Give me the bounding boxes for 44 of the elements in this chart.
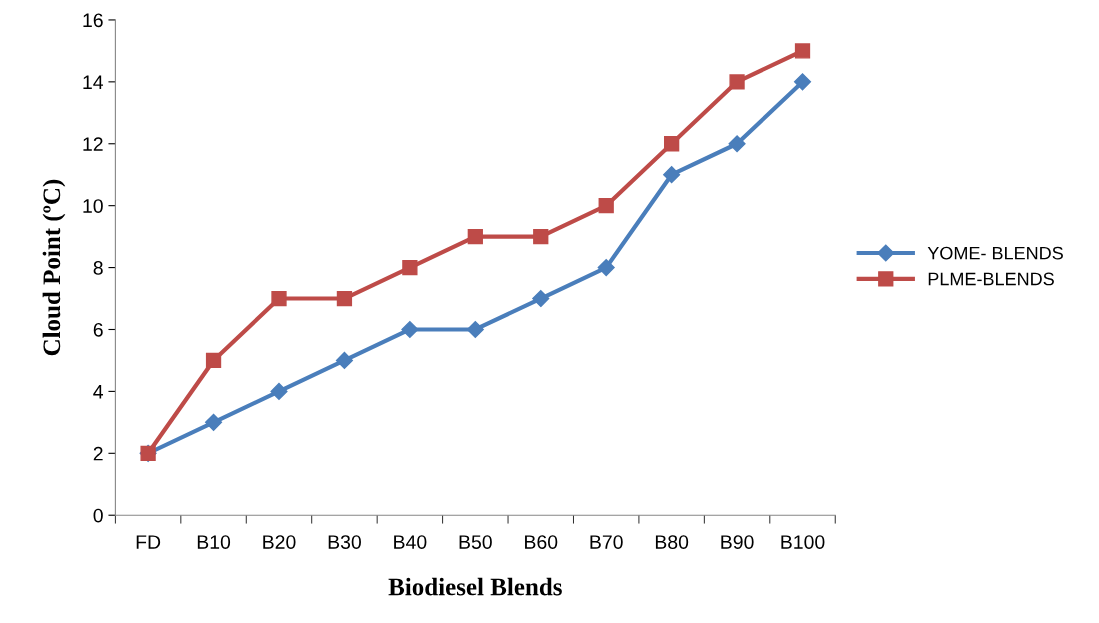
x-tick-label: B20: [263, 535, 296, 549]
point: [401, 320, 419, 339]
point: [336, 290, 353, 307]
x-tick-label: B90: [721, 535, 754, 549]
x-tick-label: B40: [394, 535, 427, 549]
point: [793, 73, 812, 91]
point: [729, 74, 745, 90]
legend-label: PLME-BLENDS: [928, 272, 1054, 286]
y-tick-label: 8: [93, 261, 103, 275]
point: [663, 136, 680, 152]
y-tick-label: 10: [83, 199, 103, 213]
point: [402, 259, 418, 276]
y-tick-label: 16: [83, 13, 103, 28]
y-axis-title: Cloud Point (ºC): [42, 179, 66, 356]
point: [533, 228, 549, 245]
y-tick-label: 6: [93, 322, 103, 337]
point: [335, 351, 353, 369]
point: [466, 320, 484, 339]
y-tick-label: 0: [93, 508, 103, 523]
x-tick-label: B30: [328, 535, 361, 549]
point: [532, 289, 550, 308]
point: [663, 166, 681, 184]
x-tick-label: B100: [781, 535, 825, 549]
point: [598, 198, 614, 214]
point: [205, 413, 223, 431]
point: [728, 135, 746, 153]
y-tick-label: 14: [83, 75, 104, 89]
y-tick-label: 2: [93, 446, 103, 461]
point: [794, 43, 811, 59]
x-tick-label: B10: [197, 535, 231, 549]
y-tick-label: 4: [93, 385, 104, 399]
x-tick-label: B80: [655, 535, 689, 549]
point: [597, 259, 615, 277]
point: [205, 352, 222, 369]
point: [271, 290, 287, 307]
x-tick-label: FD: [136, 535, 161, 549]
point: [270, 382, 288, 400]
point: [467, 228, 483, 245]
legend-label: YOME- BLENDS: [927, 246, 1063, 260]
x-tick-label: B60: [525, 535, 558, 549]
x-axis-title: Biodiesel Blends: [388, 577, 562, 596]
x-tick-label: B70: [590, 535, 623, 549]
x-tick-label: B50: [459, 535, 492, 549]
y-tick-label: 12: [83, 137, 103, 151]
